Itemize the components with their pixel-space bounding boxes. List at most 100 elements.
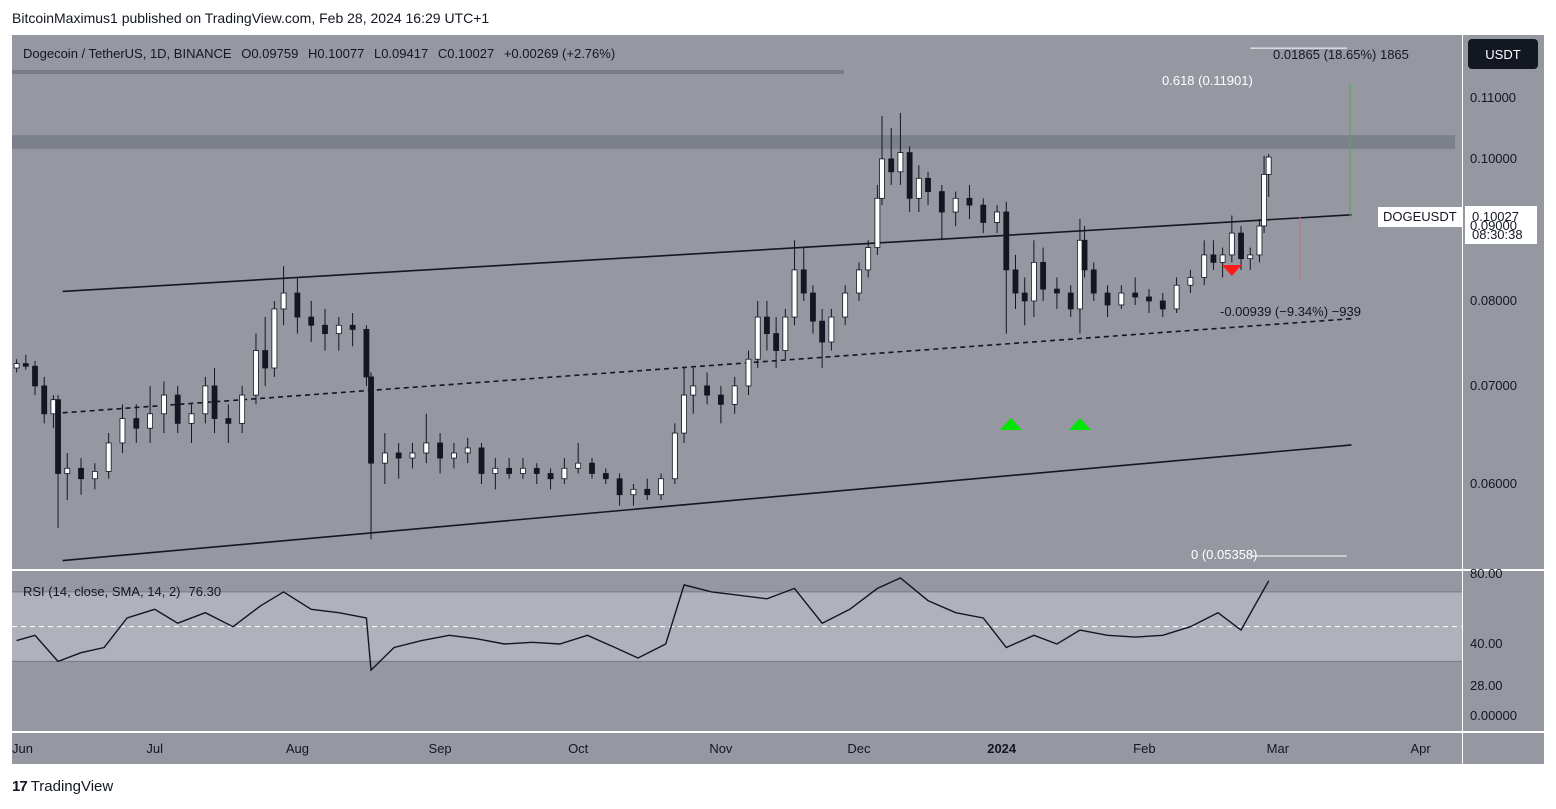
candle-body	[1219, 254, 1226, 263]
candle-body	[731, 385, 738, 405]
rsi-tick-label: 28.00	[1470, 678, 1503, 693]
candle-body	[906, 152, 913, 199]
time-axis[interactable]	[12, 733, 1462, 764]
candle-body	[322, 324, 328, 334]
candle-body	[658, 478, 664, 496]
rsi-legend: RSI (14, close, SMA, 14, 2) 76.30	[23, 584, 221, 599]
candle-body	[1077, 239, 1083, 310]
candle-body	[451, 452, 457, 459]
candle-body	[1201, 254, 1208, 278]
candle-body	[754, 316, 761, 360]
candle-body	[644, 488, 651, 496]
candle-body	[520, 467, 526, 474]
candle-body	[211, 385, 218, 419]
candle-body	[308, 316, 315, 326]
time-tick-label: Sep	[428, 741, 452, 756]
candle-body	[506, 467, 513, 474]
candle-body	[810, 292, 816, 322]
candle-body	[1021, 292, 1028, 302]
candle-body	[381, 452, 388, 464]
candle-body	[464, 447, 471, 454]
rsi-tick-label: 40.00	[1470, 636, 1503, 652]
candle-body	[188, 413, 195, 424]
time-tick-label: Aug	[285, 741, 309, 756]
rsi-tick-label: 80.00	[1470, 566, 1503, 581]
measure-mid-label: -0.00939 (−9.34%) −939	[1220, 304, 1361, 319]
candle-body	[925, 177, 931, 192]
symbol-price-tag: DOGEUSDT	[1378, 207, 1462, 227]
candle-body	[1054, 288, 1060, 294]
time-tick-label: Oct	[568, 741, 589, 756]
candle-body	[842, 292, 849, 318]
time-tick-label: Jul	[146, 741, 163, 756]
time-tick-label: Mar	[1266, 741, 1290, 756]
candle-body	[828, 316, 835, 343]
candle-body	[161, 394, 167, 415]
candle-body	[533, 467, 540, 474]
candle-body	[174, 394, 181, 424]
candle-body	[888, 158, 895, 173]
candle-body	[105, 442, 112, 472]
brand-name: TradingView	[30, 778, 114, 795]
candle-body	[262, 350, 269, 369]
candle-body	[681, 394, 687, 434]
time-tick-label: Feb	[1133, 741, 1156, 756]
low-label: L	[373, 46, 382, 61]
candle-body	[782, 316, 789, 351]
candle-body	[994, 211, 1000, 223]
candle-body	[368, 376, 374, 464]
candle-body	[897, 152, 904, 173]
candle-body	[915, 177, 922, 199]
candle-body	[1187, 277, 1194, 286]
candle-body	[239, 394, 246, 424]
rsi-title[interactable]: RSI (14, close, SMA, 14, 2)	[23, 584, 181, 599]
candle-body	[1003, 211, 1010, 271]
close-label: C	[437, 46, 448, 61]
candle-body	[1238, 232, 1244, 260]
candle-body	[1173, 284, 1180, 310]
candle-body	[395, 452, 402, 459]
candle-body	[478, 447, 485, 474]
candle-body	[271, 308, 278, 369]
candle-body	[1256, 225, 1263, 256]
axis-corner	[1463, 733, 1544, 764]
candle-body	[55, 399, 61, 474]
candle-body	[13, 363, 20, 369]
price-tick-label: 0.10000	[1470, 150, 1517, 166]
candle-body	[349, 324, 356, 330]
currency-button[interactable]: USDT	[1468, 39, 1538, 69]
tradingview-brand[interactable]: 17 TradingView	[12, 778, 113, 795]
candle-body	[1012, 269, 1019, 294]
measure-top-label: 0.01865 (18.65%) 1865	[1273, 47, 1409, 62]
candle-body	[41, 385, 48, 415]
symbol-title[interactable]: Dogecoin / TetherUS, 1D, BINANCE	[23, 46, 232, 61]
low-value: 0.09417	[381, 46, 429, 61]
candle-body	[32, 365, 38, 387]
price-pane[interactable]	[12, 35, 1462, 569]
high-label: H	[307, 46, 318, 61]
time-tick-label: Jun	[12, 741, 33, 756]
candle-body	[1159, 300, 1166, 310]
candle-body	[791, 269, 798, 318]
change-value: +0.00269 (+2.76%)	[503, 46, 616, 61]
candle-body	[938, 191, 945, 213]
price-tick-label: 0.08000	[1470, 292, 1517, 308]
tradingview-logo-icon: 17	[12, 778, 28, 795]
candle-body	[764, 316, 770, 334]
candle-body	[630, 488, 637, 496]
candle-body	[423, 442, 430, 454]
candle-body	[865, 247, 872, 271]
candle-body	[1265, 156, 1272, 175]
candle-body	[671, 432, 678, 480]
candle-body	[1067, 292, 1074, 310]
publisher-line: BitcoinMaximus1 published on TradingView…	[12, 10, 490, 26]
price-tick-label: 0.11000	[1470, 90, 1517, 106]
candle-body	[1031, 261, 1037, 302]
price-axis[interactable]	[1463, 35, 1544, 731]
candle-body	[561, 467, 568, 480]
candle-body	[874, 197, 881, 248]
candle-body	[1118, 292, 1125, 306]
candle-body	[1132, 292, 1139, 298]
pane-separator[interactable]	[12, 569, 1544, 571]
open-label: O	[241, 46, 252, 61]
